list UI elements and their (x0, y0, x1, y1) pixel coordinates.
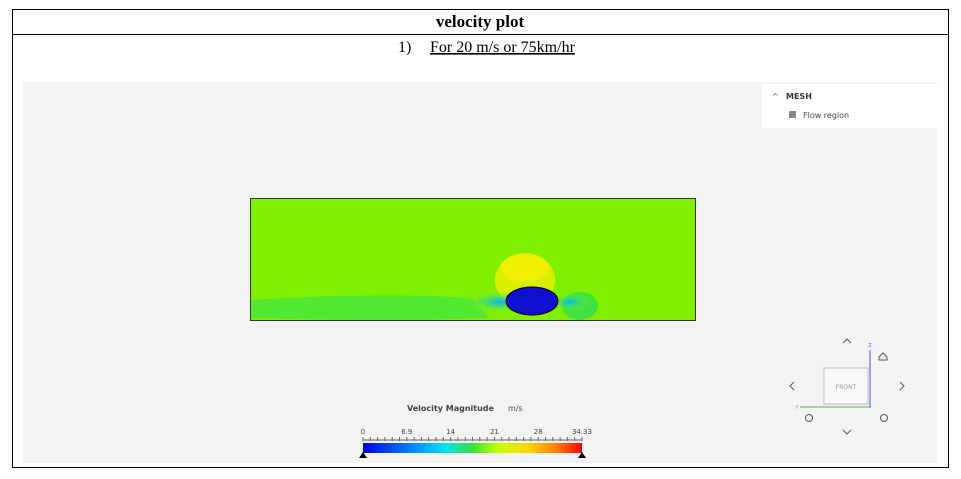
legend-tick-label: 28 (534, 428, 543, 436)
legend-tick-label: 6.9 (401, 428, 412, 436)
range-handle[interactable] (359, 452, 367, 458)
nav-right[interactable] (899, 381, 905, 391)
nav-down[interactable] (842, 429, 852, 435)
legend-tick-label: 34.33 (572, 428, 592, 436)
axis-y-label: Y (794, 405, 799, 411)
item-text: For 20 m/s or 75km/hr (430, 39, 576, 56)
legend-tick-label: 14 (446, 428, 455, 436)
range-handle[interactable] (578, 452, 586, 458)
legend-tick-label: 21 (490, 428, 499, 436)
home[interactable] (878, 352, 888, 361)
rotate-right[interactable] (880, 414, 888, 422)
tree-section[interactable]: MESH (786, 92, 812, 101)
tree-toggle[interactable]: ^ (772, 92, 779, 101)
legend-ticks: 0 6.9 14 21 28 34.33 (361, 428, 592, 441)
color-bar (363, 443, 582, 453)
tree-node[interactable]: Flow region (803, 111, 849, 120)
nav-up[interactable] (842, 338, 852, 344)
vehicle (505, 286, 559, 316)
table-border (12, 9, 949, 468)
cube-face: FRONT (836, 384, 857, 391)
tree-icon (789, 111, 796, 118)
contour (548, 292, 592, 312)
legend-unit[interactable]: m/s (508, 404, 523, 413)
nav-left[interactable] (789, 381, 795, 391)
view-cube[interactable] (823, 367, 869, 405)
rotate-left[interactable] (805, 414, 813, 422)
item-number: 1) (398, 39, 411, 56)
axis-z-label: Z (868, 343, 872, 349)
contour (501, 254, 549, 282)
legend-tick-label: 0 (361, 428, 365, 436)
contour (251, 295, 490, 320)
legend-title: Velocity Magnitude (407, 404, 494, 413)
tree-panel (762, 84, 937, 128)
table-header: velocity plot (436, 12, 525, 31)
